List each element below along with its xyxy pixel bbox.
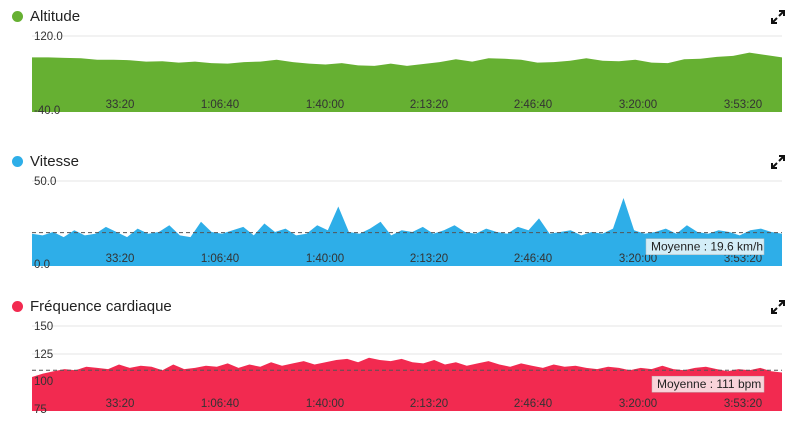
- x-tick-label: 3:53:20: [724, 253, 762, 265]
- y-tick-label: 50.0: [34, 176, 56, 188]
- x-tick-label: 1:40:00: [306, 398, 344, 410]
- average-label-box: [645, 238, 765, 255]
- x-tick-label: 33:20: [106, 398, 135, 410]
- altitude-panel: Altitude 120.0 -40.0 33:20 1:06:40 1:40:00 2:…: [0, 0, 790, 120]
- vitesse-area: [32, 198, 782, 266]
- frequence-legend-dot: [12, 300, 23, 312]
- y-tick-label: 150: [34, 321, 53, 333]
- vitesse-panel: Vitesse 50.0 0.0 33:20 1:06:40 1:40:00 2:13:2…: [0, 145, 790, 275]
- x-tick-label: 2:13:20: [410, 398, 448, 410]
- altitude-title: Altitude: [30, 7, 81, 25]
- y-tick-label: 120.0: [34, 31, 63, 43]
- x-tick-label: 3:20:00: [619, 99, 657, 111]
- expand-icon[interactable]: [770, 9, 786, 25]
- vitesse-chart: 50.0 0.0 33:20 1:06:40 1:40:00 2:13:20 2:46:40…: [32, 176, 782, 271]
- expand-icon[interactable]: [770, 299, 786, 315]
- frequence-title: Fréquence cardiaque: [30, 297, 172, 315]
- x-tick-label: 33:20: [106, 99, 135, 111]
- altitude-chart: 120.0 -40.0 33:20 1:06:40 1:40:00 2:13:20 2:46…: [32, 31, 782, 117]
- x-tick-label: 1:40:00: [306, 99, 344, 111]
- x-tick-label: 33:20: [106, 253, 135, 265]
- average-label: Moyenne : 19.6 km/h: [651, 240, 763, 254]
- y-tick-label: -40.0: [34, 105, 60, 117]
- x-tick-label: 3:53:20: [724, 99, 762, 111]
- x-tick-label: 2:46:40: [514, 99, 552, 111]
- vitesse-legend-dot: [12, 155, 23, 167]
- x-tick-label: 1:06:40: [201, 99, 239, 111]
- vitesse-header: Vitesse: [12, 151, 79, 171]
- x-tick-label: 2:13:20: [410, 99, 448, 111]
- average-label-box: [651, 375, 765, 393]
- vitesse-title: Vitesse: [30, 152, 79, 170]
- x-tick-label: 3:53:20: [724, 398, 762, 410]
- altitude-area: [32, 52, 782, 112]
- frequence-chart: 150 125 100 75 33:20 1:06:40 1:40:00 2:13:20 2:4…: [32, 321, 782, 416]
- x-tick-label: 3:20:00: [619, 398, 657, 410]
- x-tick-label: 2:46:40: [514, 253, 552, 265]
- x-tick-label: 3:20:00: [619, 253, 657, 265]
- x-tick-label: 1:06:40: [201, 398, 239, 410]
- y-tick-label: 0.0: [34, 259, 50, 271]
- average-label: Moyenne : 111 bpm: [657, 377, 761, 391]
- x-tick-label: 2:46:40: [514, 398, 552, 410]
- frequence-header: Fréquence cardiaque: [12, 296, 172, 316]
- x-tick-label: 1:40:00: [306, 253, 344, 265]
- y-tick-label: 75: [34, 404, 47, 416]
- frequence-area: [32, 357, 782, 411]
- expand-icon[interactable]: [770, 154, 786, 170]
- y-tick-label: 125: [34, 349, 53, 361]
- x-tick-label: 1:06:40: [201, 253, 239, 265]
- frequence-panel: Fréquence cardiaque 150 125 100 75 33:20 1:06…: [0, 290, 790, 420]
- altitude-legend-dot: [12, 10, 23, 22]
- y-tick-label: 100: [34, 376, 53, 388]
- x-tick-label: 2:13:20: [410, 253, 448, 265]
- altitude-header: Altitude: [12, 6, 80, 26]
